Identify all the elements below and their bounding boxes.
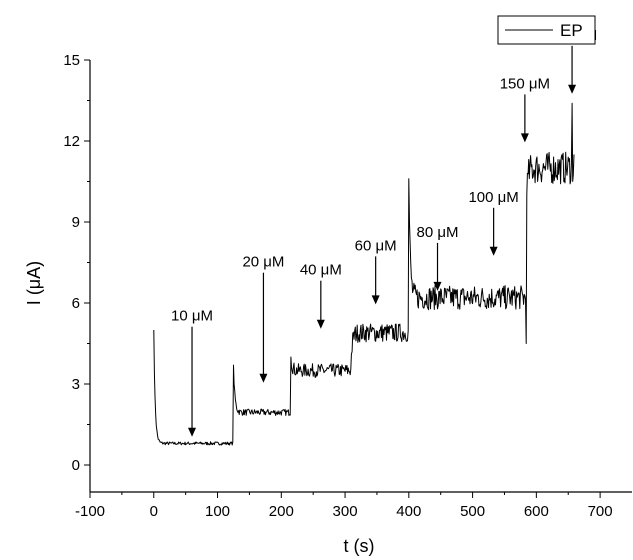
annotation-10-uM: 10 μM <box>171 308 213 437</box>
legend-label-ep: EP <box>560 21 583 40</box>
x-tick-label: 200 <box>269 503 294 520</box>
axes: -100 0 100 200 300 400 500 600 700 0 3 6 9 12 15 <box>63 52 632 520</box>
annotation-arrow-head <box>371 295 380 305</box>
x-tick-label: 0 <box>150 503 158 520</box>
series-layer <box>153 102 575 446</box>
annotation-label: 100 μM <box>468 189 518 206</box>
x-tick-label: 600 <box>524 503 549 520</box>
x-tick-label: 400 <box>396 503 421 520</box>
y-axis-label: I (μA) <box>24 261 44 305</box>
legend: EP <box>497 15 596 45</box>
x-tick-label: -100 <box>75 503 105 520</box>
y-tick-label: 0 <box>72 457 80 474</box>
y-tick-label: 6 <box>72 295 80 312</box>
annotation-arrow-head <box>259 373 268 383</box>
annotation-arrow-head <box>316 319 325 329</box>
annotation-40-uM: 40 μM <box>300 262 342 329</box>
annotation-label: 10 μM <box>171 308 213 325</box>
y-tick-label: 3 <box>72 376 80 393</box>
annotation-arrow-head <box>489 246 498 256</box>
annotation-label: 40 μM <box>300 262 342 279</box>
x-tick-label: 500 <box>460 503 485 520</box>
annotation-arrow-head <box>520 133 529 143</box>
annotation-20-uM: 20 μM <box>242 254 284 383</box>
annotation-arrow-head <box>188 427 197 437</box>
annotation-label: 60 μM <box>355 237 397 254</box>
annotation-150-uM: 150 μM <box>500 75 550 143</box>
y-tick-label: 15 <box>63 52 80 69</box>
annotation-label: 80 μM <box>417 224 459 241</box>
y-tick-label: 12 <box>63 133 80 150</box>
x-tick-label: 300 <box>333 503 358 520</box>
annotation-label: 150 μM <box>500 75 550 92</box>
x-tick-label: 700 <box>588 503 613 520</box>
y-tick-label: 9 <box>72 214 80 231</box>
series-ep-line <box>153 102 575 446</box>
annotation-80-uM: 80 μM <box>417 224 459 291</box>
annotation-label: 20 μM <box>242 254 284 271</box>
annotation-arrow-head <box>568 84 577 94</box>
annotation-arrow-head <box>433 281 442 291</box>
x-tick-label: 100 <box>205 503 230 520</box>
x-axis-label: t (s) <box>344 536 375 556</box>
annotation-100-uM: 100 μM <box>468 189 519 256</box>
annotation-60-uM: 60 μM <box>355 237 397 305</box>
